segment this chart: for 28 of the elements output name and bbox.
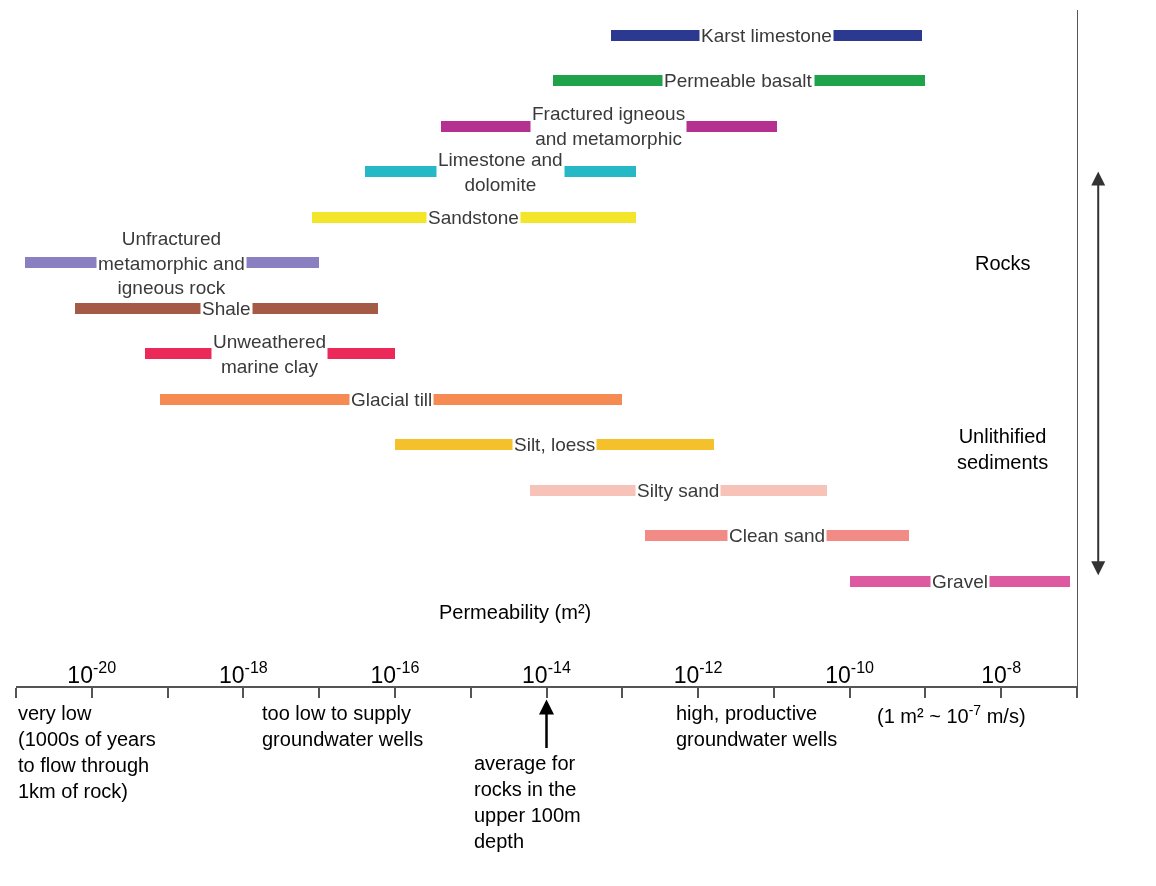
x-tick-label: 10$^{-14}$ — [522, 658, 571, 688]
text: very low (1000s of years to flow through 1km of rock) — [18, 702, 156, 802]
y-tick-label: Glacial till — [351, 389, 433, 410]
y-tick-label: Silty sand — [637, 480, 720, 501]
text: too low to supply groundwater wells — [262, 702, 424, 750]
x-tick-label: 10$^{-16}$ — [370, 658, 420, 688]
x-axis-title: Permeability (m²) — [439, 601, 592, 623]
y-tick-label: Gravel — [932, 571, 988, 592]
y-tick-label: Sandstone — [428, 207, 519, 228]
text: high, productive groundwater wells — [676, 702, 838, 750]
y-tick-label: Permeable basalt — [664, 70, 813, 91]
y-tick-label: Shale — [202, 298, 251, 319]
y-tick-label: Unweathered marine clay — [213, 331, 327, 377]
y-tick-label: Unfractured metamorphic and igneous rock — [98, 228, 245, 299]
x-tick-label: 10$^{-12}$ — [673, 658, 723, 688]
y-tick-label: Fractured igneous and metamorphic — [532, 103, 686, 149]
text: average for rocks in the upper 100m depth — [474, 752, 581, 852]
annotation: Rocks — [975, 252, 1031, 274]
text: (1 m² ~ 10$^{-7}$ m/s) — [877, 702, 1026, 728]
annotation: Unlithified sediments — [957, 425, 1049, 473]
x-tick-label: 10$^{-20}$ — [67, 658, 117, 688]
y-tick-label: Clean sand — [729, 525, 826, 546]
y-tick-label: Karst limestone — [701, 25, 832, 46]
x-tick-label: 10$^{-8}$ — [981, 658, 1022, 688]
x-tick-label: 10$^{-18}$ — [218, 658, 268, 688]
x-tick-label: 10$^{-10}$ — [825, 658, 875, 688]
y-tick-label: Limestone and dolomite — [438, 149, 563, 195]
y-tick-label: Silt, loess — [514, 434, 596, 455]
